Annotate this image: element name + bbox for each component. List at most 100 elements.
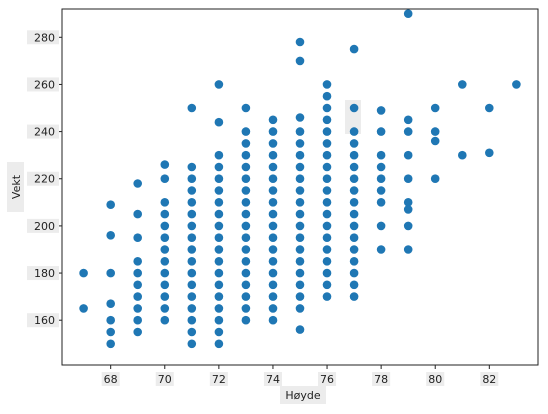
data-point <box>403 150 413 160</box>
data-point <box>322 162 332 172</box>
data-point <box>187 280 197 290</box>
y-tick-label-bg <box>27 124 59 139</box>
data-point <box>458 150 467 160</box>
y-tick-label-bg <box>27 30 59 45</box>
data-point <box>322 209 332 219</box>
data-point <box>349 103 359 113</box>
data-point <box>160 268 170 278</box>
data-point <box>214 292 224 301</box>
data-point <box>268 257 278 266</box>
data-point <box>268 139 278 148</box>
data-point <box>106 200 115 209</box>
y-tick-label: 260 <box>34 78 55 91</box>
data-point <box>214 198 224 207</box>
data-point <box>295 113 305 122</box>
data-point <box>349 150 359 160</box>
data-point <box>214 209 224 219</box>
x-tick-label: 74 <box>266 373 280 386</box>
y-tick-label: 240 <box>34 126 55 139</box>
data-point <box>322 103 332 113</box>
data-point <box>322 268 332 278</box>
x-axis-label-bg <box>280 386 326 404</box>
data-point <box>295 174 305 183</box>
data-point <box>349 268 359 278</box>
data-point <box>160 198 170 207</box>
y-tick-label-bg <box>27 266 59 281</box>
data-point <box>403 205 413 214</box>
data-point <box>403 245 413 254</box>
data-point <box>241 280 251 290</box>
data-point <box>106 339 115 349</box>
data-point <box>295 268 305 278</box>
data-point <box>241 162 251 172</box>
data-point <box>133 179 142 188</box>
data-point <box>187 198 197 207</box>
data-point <box>106 315 115 325</box>
data-point <box>485 103 494 113</box>
data-point <box>349 198 359 207</box>
data-point <box>214 280 224 290</box>
data-point <box>349 127 359 136</box>
data-point <box>349 209 359 219</box>
data-point <box>160 245 170 254</box>
x-tick-label-bg <box>426 372 445 386</box>
data-point <box>241 315 251 325</box>
data-point <box>295 37 305 47</box>
data-point <box>106 327 115 337</box>
data-point <box>79 304 88 313</box>
data-point <box>322 186 332 195</box>
data-point <box>160 304 170 313</box>
data-point <box>295 139 305 148</box>
data-point <box>79 268 88 278</box>
data-point <box>241 150 251 160</box>
x-tick-label: 78 <box>374 373 388 386</box>
data-point <box>106 268 115 278</box>
data-point <box>322 139 332 148</box>
data-point <box>106 231 115 240</box>
data-point <box>322 245 332 254</box>
data-point <box>295 56 305 66</box>
data-point <box>376 221 386 231</box>
y-tick-label-bg <box>27 77 59 92</box>
y-tick-label-bg <box>27 313 59 328</box>
data-point <box>106 299 115 309</box>
data-point <box>241 221 251 231</box>
data-point <box>430 127 440 136</box>
x-tick-label-bg <box>209 372 228 386</box>
data-point <box>268 186 278 195</box>
data-point <box>241 268 251 278</box>
data-point <box>160 160 170 169</box>
data-point <box>376 150 386 160</box>
data-point <box>322 150 332 160</box>
data-point <box>187 174 197 183</box>
data-point <box>268 315 278 325</box>
data-point <box>214 304 224 313</box>
data-point <box>376 162 386 172</box>
data-point <box>187 233 197 242</box>
data-point <box>322 257 332 266</box>
data-point <box>322 127 332 136</box>
data-point <box>241 174 251 183</box>
data-points <box>79 9 521 349</box>
data-point <box>322 91 332 101</box>
data-point <box>214 339 224 349</box>
y-tick-label-bg <box>27 218 59 233</box>
data-point <box>268 209 278 219</box>
data-point <box>214 327 224 337</box>
data-point <box>133 304 142 313</box>
data-point <box>268 198 278 207</box>
data-point <box>187 186 197 195</box>
y-tick-label: 280 <box>34 31 55 44</box>
data-point <box>349 233 359 242</box>
x-tick-label: 76 <box>320 373 334 386</box>
data-point <box>133 315 142 325</box>
data-point <box>458 80 467 89</box>
x-tick-label: 82 <box>482 373 496 386</box>
data-point <box>349 221 359 231</box>
data-point <box>295 280 305 290</box>
data-point <box>214 221 224 231</box>
data-point <box>295 127 305 136</box>
data-point <box>403 9 413 18</box>
data-point <box>349 257 359 266</box>
x-axis-label: Høyde <box>285 389 320 402</box>
